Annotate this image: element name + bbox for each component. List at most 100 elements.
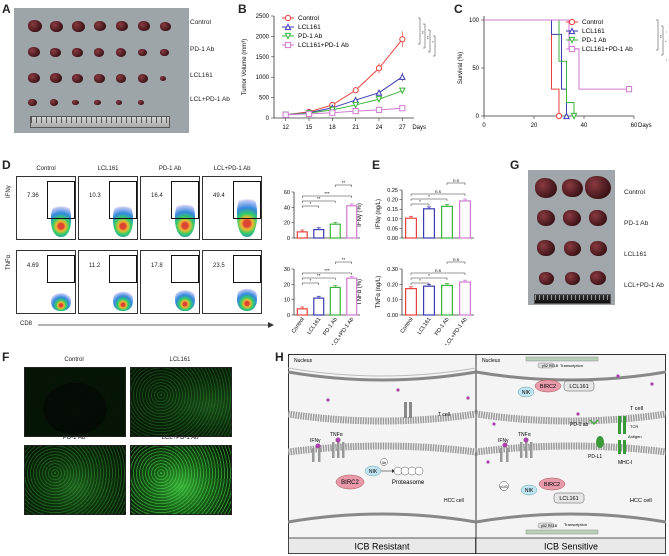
nucleus-label: Nucleus <box>482 358 501 364</box>
panel-g-row-label: Control <box>624 189 645 196</box>
data-point <box>375 106 383 113</box>
survival-curve <box>484 19 560 116</box>
tumor-specimen <box>564 271 580 285</box>
series-line <box>285 107 403 116</box>
lcl161-label: LCL161 <box>569 384 588 390</box>
y-tick-label: 0 <box>287 236 290 242</box>
mechanism-diagram: ICB Resistant ICB Sensitive Nucleus T ce… <box>288 354 666 554</box>
tumor-specimen <box>590 271 606 286</box>
significance-bracket <box>661 25 664 56</box>
tumor-specimen <box>50 47 61 57</box>
tumor-specimen <box>28 20 42 32</box>
tumor-specimen <box>585 176 611 200</box>
bar <box>458 281 471 316</box>
legend-label: LCL161+PD-1 Ab <box>582 46 633 53</box>
flow-column-title: Control <box>36 166 56 172</box>
p52-label: p52 <box>541 524 547 528</box>
y-axis-label: TNFα (%) <box>357 279 363 305</box>
bar <box>422 285 435 316</box>
significance-bracket <box>423 23 426 49</box>
t-cell-label: T cell <box>438 412 450 418</box>
gate <box>233 181 261 219</box>
fluorescence-speckle <box>25 368 125 436</box>
legend-label: LCL161 <box>582 28 605 35</box>
hcc-cell-label: HCC cell <box>444 498 464 504</box>
significance-mark: * <box>419 278 421 283</box>
significance-mark: * <box>310 278 312 283</box>
cell-population <box>237 285 257 311</box>
flow-plot: 16.4 <box>140 176 200 240</box>
fluorescence-title: Control <box>64 357 84 363</box>
proteasome-label: Proteasome <box>392 480 425 486</box>
significance-bracket <box>418 17 421 45</box>
significance-bracket <box>302 277 336 280</box>
significance-mark: ** <box>420 31 425 35</box>
x-tick-label: 27 <box>399 125 406 131</box>
panel-h-label: H <box>275 350 284 364</box>
y-tick-label: 1000 <box>256 75 270 81</box>
panel-g-label: G <box>510 158 520 172</box>
significance-bracket <box>410 272 466 275</box>
panel-g-row-label: LCL161 <box>624 251 647 258</box>
data-point <box>375 88 383 96</box>
y-tick-label: 2500 <box>256 14 270 20</box>
x-tick-label: 0 <box>482 123 486 129</box>
cell-population <box>175 287 195 311</box>
data-point <box>398 87 406 95</box>
hcc-cell-label: HCC cell <box>630 498 652 504</box>
panel-f-label: F <box>2 350 10 364</box>
significance-mark: ** <box>317 273 321 278</box>
tumor-specimen <box>50 99 58 106</box>
transcription-label: Transcription <box>564 522 587 527</box>
ruler <box>30 116 170 128</box>
icb-resistant-title: ICB Resistant <box>354 542 410 552</box>
ub-label: Ub <box>382 461 387 465</box>
significance-bracket <box>302 272 352 275</box>
tumor-specimen <box>72 99 79 106</box>
x-axis-label: Days <box>412 125 426 131</box>
significance-bracket <box>656 19 659 51</box>
tumor-specimen <box>535 178 557 198</box>
ifn-label: IFNγ <box>310 438 321 444</box>
t-cell-label: T cell <box>630 406 643 412</box>
tumor-specimen <box>28 98 37 107</box>
significance-bracket <box>410 282 430 285</box>
x-tick-label: 18 <box>329 125 336 131</box>
data-point <box>352 87 359 94</box>
gate-percentage: 4.69 <box>27 263 39 269</box>
y-axis-label: IFNγ (ng/L) <box>376 199 382 229</box>
tumor-specimen <box>50 20 63 32</box>
category-label: PD-1 Ab <box>322 317 339 337</box>
panel-d-label: D <box>2 158 11 172</box>
significance-bracket <box>302 195 352 198</box>
x-tick-label: 60 <box>631 123 638 129</box>
data-point <box>329 109 336 116</box>
flow-plot: 7.36 <box>16 176 76 240</box>
y-axis-label: IFNγ (%) <box>357 203 363 227</box>
cell-population <box>51 291 71 311</box>
y-tick-label: 0.10 <box>387 298 398 304</box>
gate <box>233 255 261 283</box>
bar <box>404 217 417 239</box>
cell-population <box>51 201 71 237</box>
cell-population <box>237 192 257 237</box>
censor-mark <box>570 112 578 120</box>
fluorescence-image <box>130 445 232 515</box>
y-tick-label: 100 <box>469 18 480 24</box>
legend-marker <box>284 32 292 40</box>
gate-percentage: 7.36 <box>27 193 39 199</box>
significance-bracket <box>302 205 319 208</box>
y-tick-label: 0.20 <box>387 198 398 204</box>
tumor-specimen <box>28 47 40 58</box>
flow-row-label-tnf: TNFα <box>6 254 12 270</box>
gate <box>109 255 137 283</box>
tumor-specimen <box>50 73 62 84</box>
data-point <box>305 110 313 118</box>
fluorescence-speckle <box>25 446 125 514</box>
y-tick-label: 60 <box>284 190 290 196</box>
legend-label: LCL161+PD-1 Ab <box>298 42 349 49</box>
significance-bracket <box>410 277 448 280</box>
tumor-specimen <box>138 48 147 57</box>
gate-percentage: 17.8 <box>151 263 163 269</box>
y-axis-label: Tumor Volume (mm³) <box>242 39 248 95</box>
